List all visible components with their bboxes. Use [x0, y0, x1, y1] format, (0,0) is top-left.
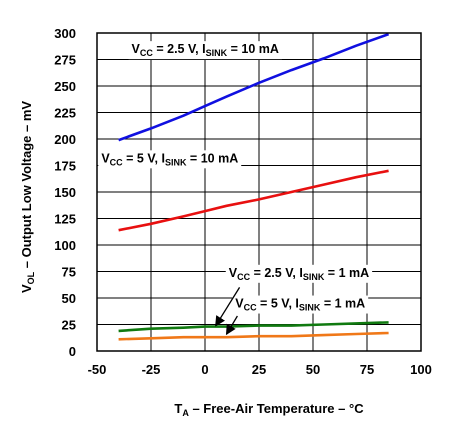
annotation-background — [98, 150, 242, 169]
series-lines — [118, 32, 390, 341]
plot-frame — [96, 32, 422, 352]
annotation-arrow-2 — [225, 315, 238, 336]
y-tick-label: 100 — [54, 238, 76, 253]
series-line-1 — [118, 32, 390, 142]
x-tick-label: 0 — [201, 362, 208, 377]
y-tick-label: 275 — [54, 53, 76, 68]
annotation-background — [128, 41, 282, 60]
x-tick-label: -50 — [88, 362, 107, 377]
y-tick-label: 25 — [62, 318, 76, 333]
y-tick-label: 300 — [54, 26, 76, 41]
x-tick-label: 50 — [306, 362, 320, 377]
series-line-2 — [118, 169, 389, 232]
x-tick-label: 100 — [410, 362, 432, 377]
x-axis-label: TA – Free-Air Temperature – °C — [174, 401, 364, 418]
y-tick-label: 200 — [54, 132, 76, 147]
y-tick-label: 125 — [54, 212, 76, 227]
y-tick-label: 50 — [62, 291, 76, 306]
y-tick-label: 75 — [62, 265, 76, 280]
x-tick-label: 25 — [252, 362, 266, 377]
annotation-background — [232, 295, 369, 314]
series-annotation-1: VCC = 2.5 V, ISINK = 10 mA — [132, 42, 279, 58]
y-tick-label: 0 — [69, 344, 76, 359]
x-tick-label: -25 — [142, 362, 161, 377]
series-line-4 — [118, 331, 389, 341]
series-annotation-4: VCC = 5 V, ISINK = 1 mA — [235, 297, 365, 313]
series-annotation-2: VCC = 5 V, ISINK = 10 mA — [101, 151, 238, 167]
annotations: VCC = 2.5 V, ISINK = 10 mA VCC = 5 V, ISI… — [98, 41, 373, 336]
y-tick-label: 175 — [54, 159, 76, 174]
y-tick-label: 225 — [54, 106, 76, 121]
y-tick-label: 250 — [54, 79, 76, 94]
series-line-3 — [118, 321, 389, 333]
y-axis-label: VOL – Output Low Voltage – mV — [19, 101, 36, 293]
x-tick-labels: -50 -25 0 25 50 75 100 — [88, 362, 432, 377]
annotation-arrow-1 — [215, 287, 241, 327]
annotation-background — [225, 264, 373, 283]
y-tick-label: 150 — [54, 185, 76, 200]
series-annotation-3: VCC = 2.5 V, ISINK = 1 mA — [229, 266, 369, 282]
y-tick-labels: 0 25 50 75 100 125 150 175 200 225 250 275 300 — [54, 26, 76, 359]
x-tick-label: 75 — [360, 362, 374, 377]
